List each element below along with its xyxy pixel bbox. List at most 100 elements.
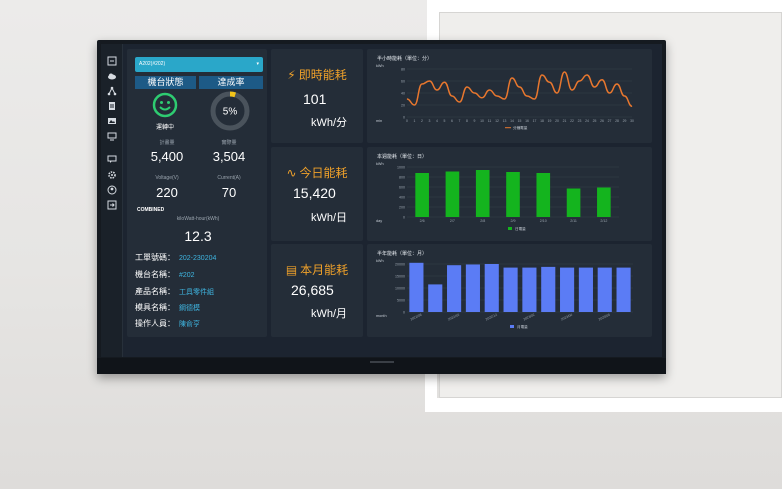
data-point [556,92,558,94]
message-icon[interactable] [107,154,117,164]
bar [566,188,581,217]
dashboard-icon[interactable] [107,56,117,66]
calendar-icon: ▤ [285,263,298,277]
data-point [541,74,543,76]
kpi-today-card: ∿ 今日能耗 15,420 kWh/日 [271,147,363,241]
x-tick-label: 2/11 [570,219,577,223]
data-point [549,81,550,83]
data-point [631,105,633,107]
kpi-realtime-unit: kWh/分 [311,117,348,129]
info-product-name: 產品名稱： 工具零件組 [135,287,214,296]
chart-title-halfyear: 半年能耗（單位：月） [377,251,428,257]
tv-bottom-bezel [97,358,666,374]
gear-icon[interactable] [107,170,117,180]
legend-label: 分鐘電量 [513,125,528,130]
data-point [519,86,520,88]
x-tick-label: 22 [570,119,574,123]
x-tick-label: 2022/10 [447,313,460,322]
legend-swatch [508,227,512,230]
plan-label: 計畫量 [159,140,175,146]
chart-panel-halfhour: 半小時能耗（單位：分） 0 20 40 60 80 kWh min 0 1 2 3 4 5 6 7 8 9 10 1… [367,49,652,143]
logout-icon[interactable] [107,200,117,210]
cloud-icon[interactable] [107,71,117,81]
y-axis-label: kWh [376,162,384,166]
bar [445,171,460,217]
data-point [444,81,445,83]
data-point [564,71,565,73]
y-tick-label: 0 [403,311,405,315]
bar [503,267,518,312]
pulse-icon: ∿ [286,166,297,180]
y-tick-label: 15000 [395,275,405,279]
data-point [414,104,415,106]
x-tick-label: 2/10 [540,219,547,223]
data-point [429,80,430,82]
info-operator: 操作人員： 陳俞亨 [135,319,200,328]
x-tick-label: 28 [615,119,619,123]
data-point [421,83,423,85]
x-tick-label: 17 [533,119,537,123]
x-tick-label: 14 [510,119,514,123]
sidebar [101,44,123,357]
data-point [609,92,610,94]
y-axis-label: kWh [376,64,384,68]
kpi-today-unit: kWh/日 [311,212,348,224]
monitor-icon[interactable] [107,131,117,141]
plan-value: 5,400 [150,149,184,164]
x-tick-label: 5 [444,119,446,123]
kpi-month-value: 26,685 [291,282,334,298]
y-axis-label: kWh [376,259,384,263]
data-point [504,98,505,100]
x-tick-label: 30 [630,119,634,123]
wall-frame-left [427,0,439,40]
chevron-down-icon: ▾ [256,61,259,67]
user-icon[interactable] [107,185,117,195]
series-line [406,71,633,107]
x-tick-label: 2 [421,119,423,123]
kpi-month-unit: kWh/月 [311,308,348,320]
kwh-value: 12.3 [184,228,212,244]
bar [415,173,429,217]
x-axis-label: month [376,314,387,318]
x-tick-label: 8 [466,119,468,123]
machine-panel [127,49,267,337]
x-tick-label: 27 [608,119,612,123]
bar [522,267,537,312]
data-point [511,77,513,79]
y-tick-label: 400 [399,196,405,200]
data-point [616,83,618,85]
status-header: 機台狀態 [135,76,196,89]
x-tick-label: 6 [451,119,453,123]
combined-label: COMBINED [137,207,165,213]
bar [447,265,462,312]
machine-select-value: A202(#202) [139,61,166,67]
achievement-gauge-fill [229,91,237,98]
y-tick-label: 1000 [397,166,405,170]
x-tick-label: 10 [480,119,484,123]
x-tick-label: 23 [578,119,582,123]
bar [541,266,556,312]
current-value: 70 [221,185,237,200]
y-tick-label: 600 [399,186,405,190]
bar [506,172,520,217]
kpi-realtime-title: ⚡ 即時能耗 [287,68,347,82]
x-tick-label: 9 [474,119,476,123]
chart-title-week: 本週能耗（單位：日） [377,154,428,160]
bar [428,284,443,312]
x-tick-label: 7 [459,119,461,123]
data-point [451,95,453,97]
network-icon[interactable] [107,86,117,96]
bar [475,170,490,217]
machine-select[interactable]: A202(#202) ▾ [135,57,263,72]
y-tick-label: 800 [399,176,405,180]
dashboard-screen: A202(#202) ▾ 機台狀態 達成率 運轉中 5% 計畫量 實際量 5,4… [101,44,662,357]
data-point [474,92,475,94]
data-point [586,74,588,76]
image-icon[interactable] [107,116,117,126]
info-work-order: 工單號碼： 202-230204 [135,253,217,262]
y-tick-label: 5000 [397,299,405,303]
document-icon[interactable] [107,101,117,111]
x-tick-label: 25 [593,119,597,123]
x-tick-label: 29 [623,119,627,123]
kpi-month-card: ▤ 本月能耗 26,685 kWh/月 [271,244,363,337]
